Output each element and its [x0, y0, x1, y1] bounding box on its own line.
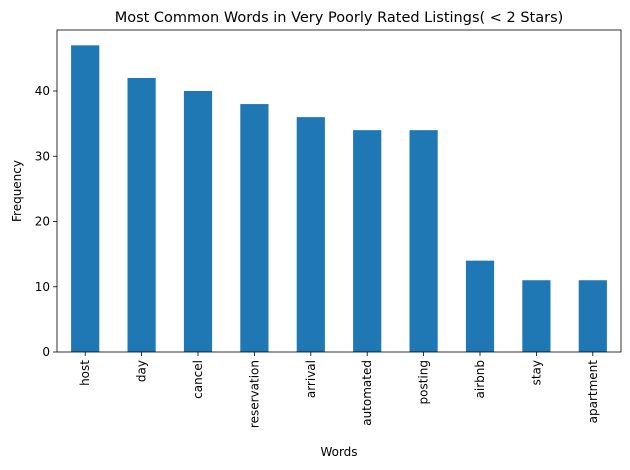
x-tick-label: automated: [360, 360, 374, 426]
y-tick-label: 0: [42, 345, 50, 359]
bar-automated: [353, 130, 382, 352]
bar-host: [71, 45, 100, 352]
chart-title: Most Common Words in Very Poorly Rated L…: [115, 10, 564, 26]
x-tick-label: reservation: [247, 360, 261, 428]
y-axis-ticks: 0 10 20 30 40: [35, 84, 57, 359]
x-tick-label: host: [78, 360, 92, 386]
x-axis-title: Words: [320, 445, 357, 459]
bar-day: [127, 77, 156, 353]
y-tick-label: 40: [35, 84, 50, 98]
bar-stay: [522, 280, 551, 352]
x-axis-ticks: host day cancel reservation arrival automated…: [78, 352, 600, 428]
y-tick-label: 10: [35, 280, 50, 294]
bar-arrival: [296, 117, 325, 352]
x-tick-label: stay: [529, 360, 543, 385]
x-tick-label: posting: [417, 360, 431, 404]
x-tick-label: apartment: [586, 360, 600, 424]
x-tick-label: day: [135, 360, 149, 382]
x-tick-label: airbnb: [473, 360, 487, 398]
bars-group: [71, 45, 607, 353]
bar-posting: [409, 130, 438, 352]
y-tick-label: 30: [35, 149, 50, 163]
y-axis-title: Frequency: [10, 160, 24, 222]
bar-reservation: [240, 104, 269, 352]
bar-apartment: [578, 280, 607, 352]
bar-airbnb: [465, 260, 495, 352]
y-tick-label: 20: [35, 215, 50, 229]
x-tick-label: arrival: [304, 360, 318, 398]
x-tick-label: cancel: [191, 360, 205, 399]
plot-frame: [56, 29, 622, 353]
bar-cancel: [183, 91, 213, 352]
